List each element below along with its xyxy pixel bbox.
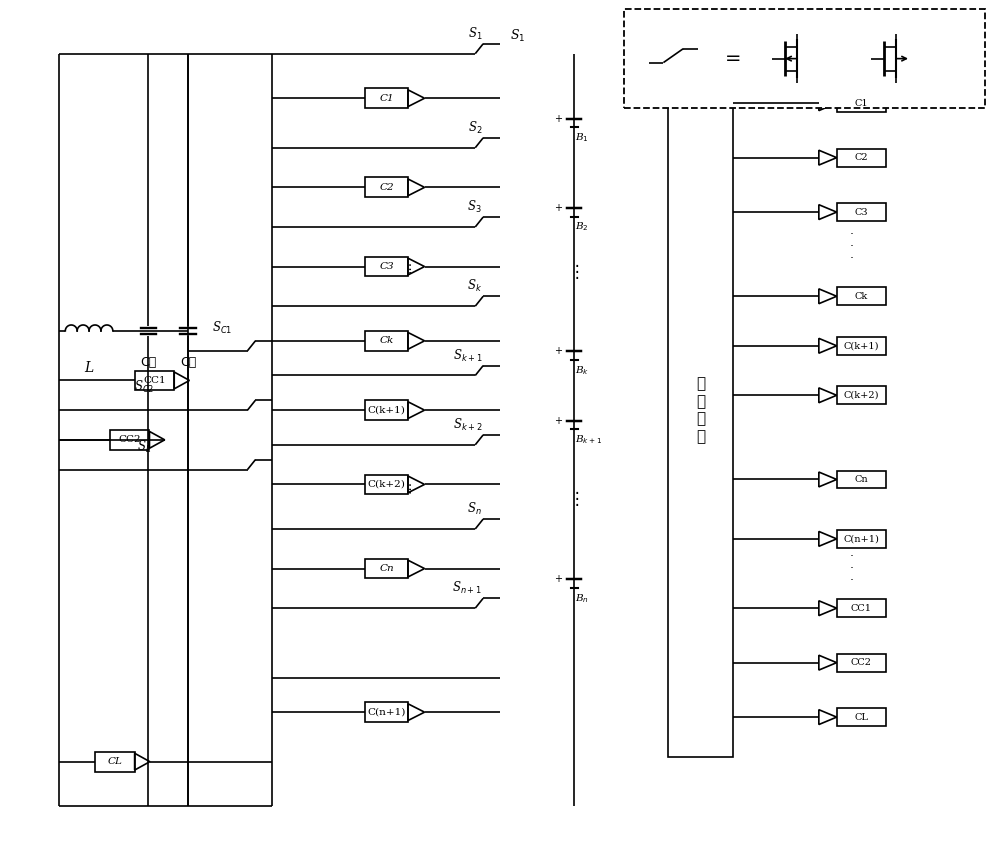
Text: B$_n$: B$_n$ <box>575 592 589 604</box>
Text: ···: ··· <box>404 480 418 494</box>
Bar <box>837 149 886 167</box>
Text: CC2: CC2 <box>851 658 872 667</box>
Text: ·
·
·: · · · <box>850 229 854 265</box>
Text: CC2: CC2 <box>119 435 141 445</box>
Bar <box>365 178 408 197</box>
Text: C偶: C偶 <box>140 355 157 369</box>
Bar <box>837 337 886 354</box>
Text: ⋮: ⋮ <box>569 263 586 280</box>
Text: CC1: CC1 <box>851 604 872 613</box>
Text: C3: C3 <box>379 262 394 271</box>
Text: Ck: Ck <box>855 292 868 301</box>
Bar <box>624 9 985 108</box>
Text: C奇: C奇 <box>180 355 196 369</box>
Text: C3: C3 <box>855 207 868 217</box>
Text: S$_1$: S$_1$ <box>510 28 525 43</box>
Bar <box>135 371 174 390</box>
Bar <box>365 88 408 108</box>
Text: S$_{C1}$: S$_{C1}$ <box>212 320 232 336</box>
Text: C(k+1): C(k+1) <box>368 405 405 415</box>
Text: C(k+1): C(k+1) <box>844 342 879 350</box>
Bar <box>365 331 408 351</box>
Bar <box>668 64 733 756</box>
Text: L: L <box>84 360 94 375</box>
Bar <box>365 474 408 495</box>
Text: CL: CL <box>854 712 868 722</box>
Bar <box>365 702 408 722</box>
Text: S$_3$: S$_3$ <box>467 199 482 215</box>
Text: Cn: Cn <box>855 475 868 484</box>
Bar <box>837 654 886 672</box>
Bar <box>365 558 408 579</box>
Text: S$_{k+2}$: S$_{k+2}$ <box>453 416 482 433</box>
Text: CL: CL <box>108 757 122 766</box>
Text: B$_1$: B$_1$ <box>575 132 589 144</box>
Bar <box>837 530 886 547</box>
Text: C(n+1): C(n+1) <box>367 708 406 717</box>
Text: +: + <box>554 202 562 212</box>
Text: S$_{k+1}$: S$_{k+1}$ <box>453 348 482 364</box>
Text: C(k+2): C(k+2) <box>368 480 405 489</box>
Text: B$_2$: B$_2$ <box>575 220 589 233</box>
Text: C1: C1 <box>855 99 868 108</box>
Text: ···: ··· <box>404 260 418 273</box>
Bar <box>365 400 408 420</box>
Text: S$_{C2}$: S$_{C2}$ <box>134 379 155 395</box>
Bar <box>837 471 886 489</box>
Bar <box>837 599 886 617</box>
Text: S$_{n+1}$: S$_{n+1}$ <box>452 581 482 597</box>
Bar <box>837 387 886 405</box>
Bar <box>837 94 886 112</box>
Text: +: + <box>554 574 562 584</box>
Bar <box>837 203 886 221</box>
Text: ·
·
·: · · · <box>850 550 854 587</box>
Text: CC1: CC1 <box>143 376 166 385</box>
Text: +: + <box>554 346 562 356</box>
Bar <box>837 708 886 726</box>
Text: C(k+2): C(k+2) <box>844 391 879 399</box>
Text: =: = <box>724 49 741 68</box>
Text: S$_L$: S$_L$ <box>137 439 152 455</box>
Text: C2: C2 <box>379 183 394 192</box>
Text: C(n+1): C(n+1) <box>843 535 879 543</box>
Text: +: + <box>554 114 562 123</box>
Text: Cn: Cn <box>379 564 394 573</box>
Text: Ck: Ck <box>379 337 394 345</box>
Bar <box>365 257 408 276</box>
Text: S$_k$: S$_k$ <box>467 278 482 294</box>
Text: 控
制
单
元: 控 制 单 元 <box>696 377 705 444</box>
Text: ⋮: ⋮ <box>569 490 586 508</box>
Bar <box>110 430 149 450</box>
Text: +: + <box>554 416 562 426</box>
Text: C1: C1 <box>379 94 394 103</box>
Text: S$_n$: S$_n$ <box>467 501 482 517</box>
Text: C2: C2 <box>855 153 868 162</box>
Text: B$_k$: B$_k$ <box>575 364 590 377</box>
Bar <box>837 287 886 305</box>
Text: S$_1$: S$_1$ <box>468 26 482 42</box>
Text: B$_{k+1}$: B$_{k+1}$ <box>575 434 602 446</box>
Bar <box>95 751 135 772</box>
Text: S$_2$: S$_2$ <box>468 120 482 136</box>
